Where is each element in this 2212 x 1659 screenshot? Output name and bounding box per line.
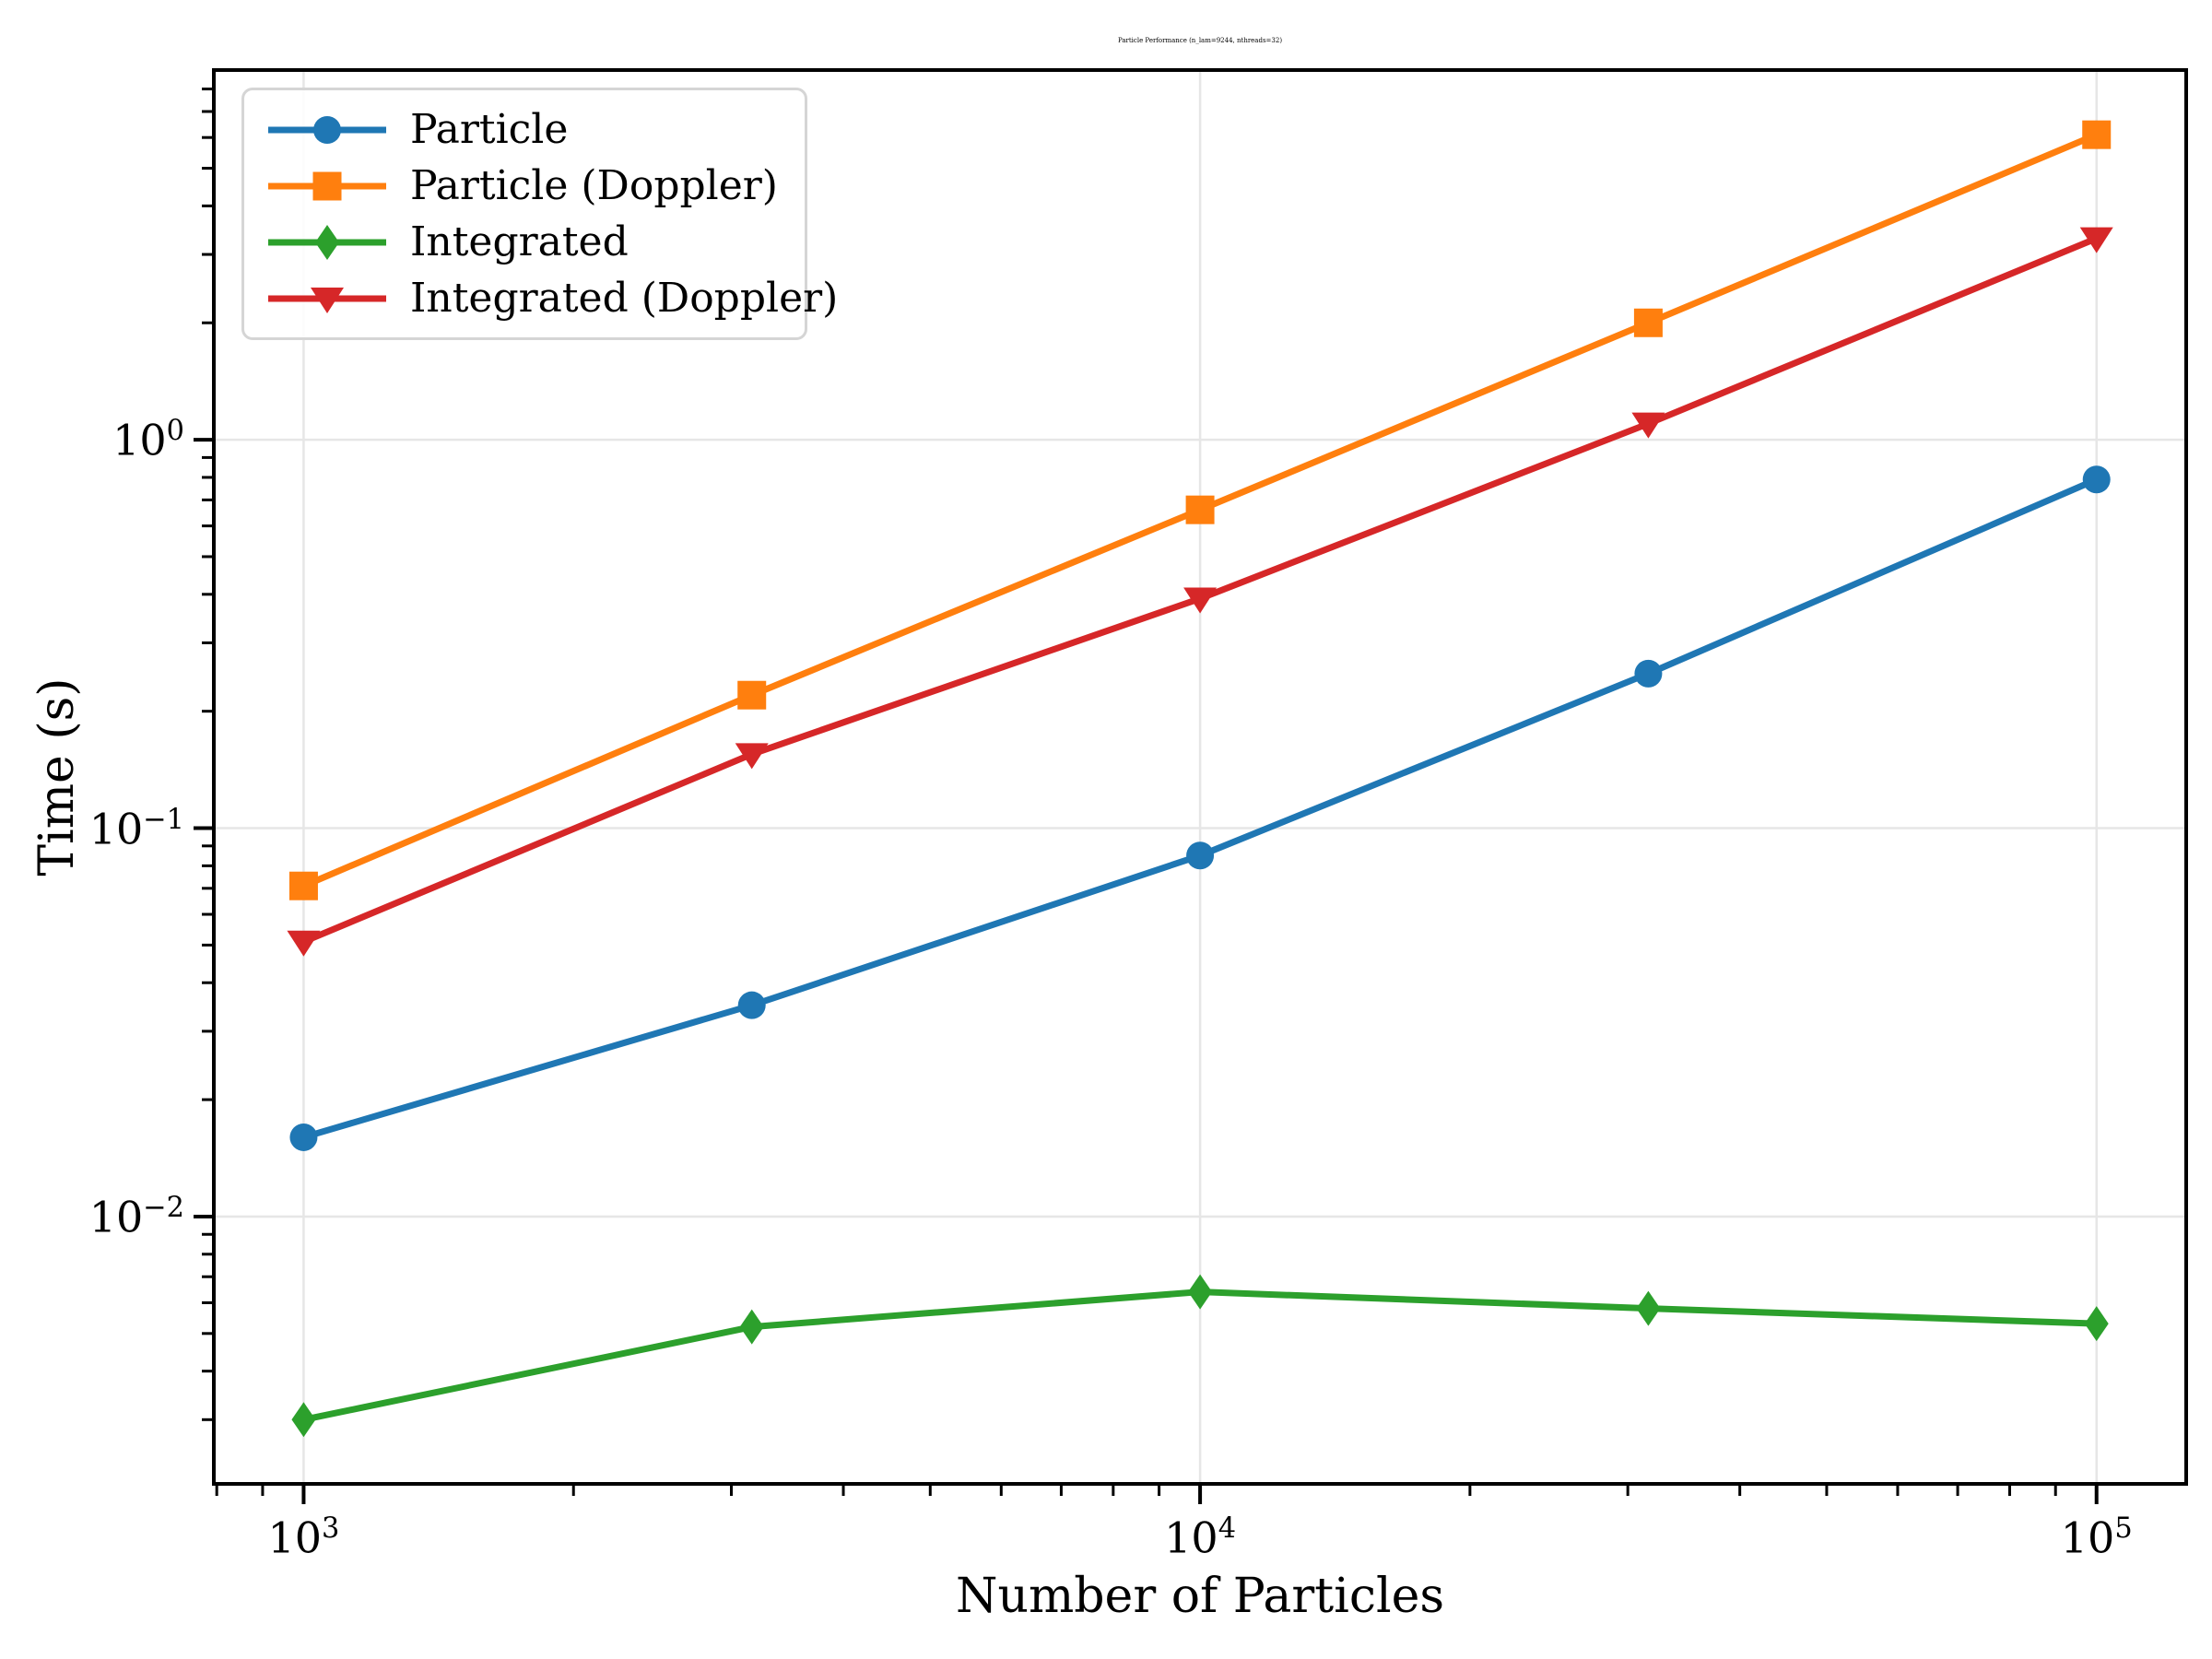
data-point-marker	[2079, 227, 2113, 253]
data-point-marker	[735, 743, 769, 770]
legend-label: Integrated	[410, 218, 629, 265]
data-point-marker	[737, 680, 767, 710]
legend-item: Integrated	[266, 218, 795, 265]
x-axis-label: Number of Particles	[955, 1569, 1445, 1624]
legend-item: Particle	[266, 106, 795, 153]
y-tick-label: 10−1	[88, 803, 184, 853]
legend-marker-sample	[268, 115, 386, 144]
y-axis-label: Time (s)	[29, 677, 85, 877]
legend-marker-sample	[268, 287, 386, 313]
legend-label: Particle	[410, 106, 569, 153]
legend-item: Integrated (Doppler)	[266, 275, 838, 322]
x-tick-label: 105	[2060, 1512, 2133, 1563]
data-point-marker	[1631, 412, 1665, 439]
legend-label: Integrated (Doppler)	[410, 275, 839, 322]
legend: Particle Particle (Doppler) Integrated Inte…	[241, 88, 838, 340]
legend-item: Particle (Doppler)	[266, 162, 795, 209]
data-point-marker	[1633, 308, 1663, 337]
data-point-marker	[739, 1309, 764, 1345]
data-point-marker	[287, 930, 321, 957]
data-point-marker	[311, 287, 344, 313]
data-point-marker	[737, 991, 766, 1019]
data-point-marker	[1183, 587, 1218, 614]
data-point-marker	[1636, 1290, 1661, 1326]
data-point-marker	[1188, 1274, 1213, 1310]
data-point-marker	[288, 871, 318, 900]
y-tick-label: 10−2	[88, 1191, 184, 1242]
legend-label: Particle (Doppler)	[410, 162, 778, 209]
data-point-marker	[2082, 120, 2112, 149]
x-tick-label: 104	[1164, 1512, 1237, 1563]
data-point-marker	[1634, 659, 1663, 688]
data-point-marker	[1185, 495, 1215, 524]
data-point-marker	[315, 224, 339, 260]
data-point-marker	[2082, 465, 2111, 494]
data-point-marker	[1186, 841, 1215, 870]
data-point-marker	[2084, 1306, 2109, 1342]
legend-marker-sample	[268, 224, 386, 260]
data-point-marker	[289, 1123, 318, 1151]
chart-title: Particle Performance (n_lam=9244, nthrea…	[1117, 37, 1283, 44]
data-point-marker	[312, 171, 342, 200]
y-tick-label: 100	[112, 415, 184, 465]
x-tick-label: 103	[267, 1512, 340, 1563]
data-point-marker	[291, 1402, 316, 1438]
legend-marker-sample	[268, 171, 386, 200]
data-point-marker	[313, 115, 341, 144]
